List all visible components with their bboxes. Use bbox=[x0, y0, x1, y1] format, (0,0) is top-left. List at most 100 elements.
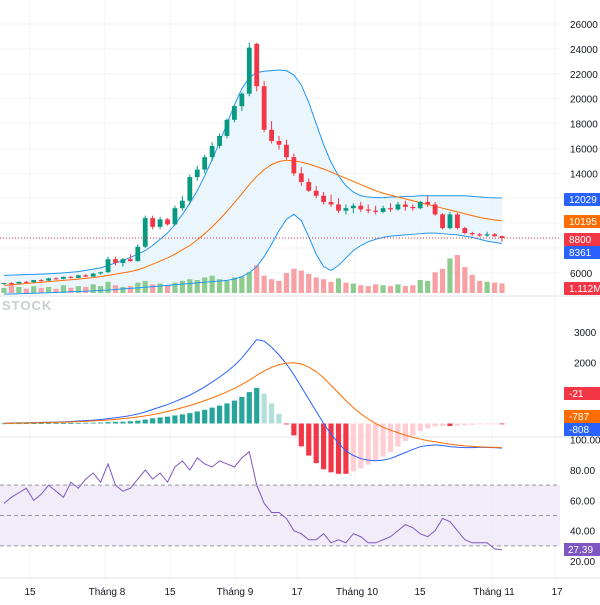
macd-histogram-bar bbox=[358, 423, 364, 469]
macd-histogram-bar bbox=[313, 423, 319, 464]
candle-body bbox=[179, 200, 185, 209]
volume-bar bbox=[53, 288, 59, 293]
candle-body bbox=[336, 204, 341, 211]
macd-histogram-bar bbox=[83, 422, 89, 424]
volume-bar bbox=[350, 283, 356, 293]
volume-bar bbox=[83, 286, 89, 293]
badge-background bbox=[564, 543, 600, 556]
macd-histogram-bar bbox=[194, 411, 200, 424]
badge-value: 8800 bbox=[569, 235, 592, 246]
volume-bar bbox=[306, 274, 312, 293]
macd-histogram-bar bbox=[68, 423, 74, 424]
time-tick-label: 15 bbox=[414, 587, 426, 598]
volume-bar bbox=[38, 287, 44, 293]
candle-body bbox=[484, 234, 490, 236]
badge-background bbox=[564, 215, 600, 228]
volume-bar bbox=[380, 285, 386, 293]
volume-bar bbox=[261, 275, 267, 293]
candle-body bbox=[157, 219, 163, 227]
price-tick-label: 24000 bbox=[570, 45, 598, 56]
volume-bar bbox=[425, 280, 431, 293]
candle-body bbox=[291, 157, 297, 174]
candle-body bbox=[343, 208, 349, 211]
badge-background bbox=[564, 410, 600, 423]
macd-histogram-bar bbox=[75, 422, 81, 424]
macd-histogram-bar bbox=[350, 423, 356, 472]
candle-body bbox=[105, 259, 111, 273]
rsi-line bbox=[3, 450, 503, 551]
volume-bar bbox=[395, 284, 401, 293]
candle-body bbox=[187, 177, 193, 201]
candle-body bbox=[239, 93, 245, 107]
volume-bar bbox=[60, 285, 67, 293]
badge-value: -787 bbox=[569, 412, 589, 423]
volume-bar bbox=[105, 281, 111, 293]
macd-histogram-bar bbox=[90, 422, 96, 424]
volume-bar bbox=[16, 286, 22, 293]
bollinger-band-fill bbox=[4, 70, 502, 295]
candle-body bbox=[432, 204, 438, 215]
macd-histogram-bar bbox=[53, 423, 59, 424]
macd-tick-label: 2000 bbox=[574, 359, 597, 370]
volume-bar bbox=[75, 286, 81, 293]
price-label-badge: 12029 bbox=[564, 193, 600, 206]
macd-histogram-bar bbox=[425, 423, 431, 429]
volume-bar bbox=[432, 272, 438, 293]
candle-body bbox=[120, 259, 126, 263]
macd-histogram-bar bbox=[127, 421, 133, 424]
candle-body bbox=[321, 195, 327, 202]
candle-body bbox=[410, 206, 416, 209]
volume-bar bbox=[365, 286, 371, 293]
time-tick-label: Tháng 9 bbox=[217, 587, 254, 598]
candle-body bbox=[83, 275, 89, 277]
volume-bar bbox=[202, 277, 208, 293]
candle-body bbox=[276, 140, 282, 145]
volume-bar bbox=[120, 286, 126, 293]
macd-histogram-bar bbox=[172, 415, 178, 424]
volume-bar bbox=[491, 282, 498, 293]
candle-body bbox=[388, 208, 393, 210]
volume-bar bbox=[268, 279, 275, 293]
volume-bar bbox=[477, 280, 483, 293]
candle-body bbox=[224, 119, 230, 136]
macd-histogram-bar bbox=[31, 423, 37, 424]
candle-body bbox=[313, 190, 319, 196]
macd-histogram bbox=[1, 387, 505, 474]
macd-histogram-bar bbox=[417, 423, 423, 432]
candle-body bbox=[217, 136, 222, 146]
macd-histogram-bar bbox=[365, 423, 371, 465]
macd-label-badge: -787 bbox=[564, 410, 600, 423]
candle-body bbox=[402, 204, 408, 207]
volume-bar bbox=[283, 273, 290, 293]
volume-bars bbox=[1, 255, 505, 293]
macd-label-badge: -808 bbox=[564, 423, 600, 436]
badge-background bbox=[564, 246, 600, 259]
volume-bar bbox=[328, 281, 334, 293]
macd-histogram-bar bbox=[387, 423, 394, 452]
macd-histogram-bar bbox=[343, 423, 349, 474]
macd-histogram-bar bbox=[291, 423, 297, 436]
rsi-tick-label: 20.00 bbox=[570, 557, 595, 568]
volume-bar bbox=[98, 286, 104, 293]
volume-bar bbox=[447, 258, 453, 293]
volume-bar bbox=[31, 286, 37, 293]
volume-bar bbox=[402, 286, 408, 293]
volume-bar bbox=[335, 278, 342, 293]
candle-body bbox=[284, 144, 289, 158]
candle-body bbox=[261, 86, 267, 130]
macd-histogram-bar bbox=[239, 396, 245, 424]
macd-histogram-bar bbox=[135, 420, 141, 424]
macd-histogram-bar bbox=[410, 423, 416, 436]
volume-bar bbox=[343, 282, 349, 293]
volume-bar bbox=[239, 276, 245, 293]
badge-value: -808 bbox=[569, 425, 589, 436]
volume-bar bbox=[410, 285, 416, 293]
volume-bar bbox=[484, 281, 490, 293]
candle-body bbox=[98, 272, 104, 274]
macd-histogram-bar bbox=[142, 419, 148, 424]
badge-background bbox=[564, 282, 600, 295]
volume-bar bbox=[1, 287, 7, 293]
candle-body bbox=[328, 201, 334, 205]
